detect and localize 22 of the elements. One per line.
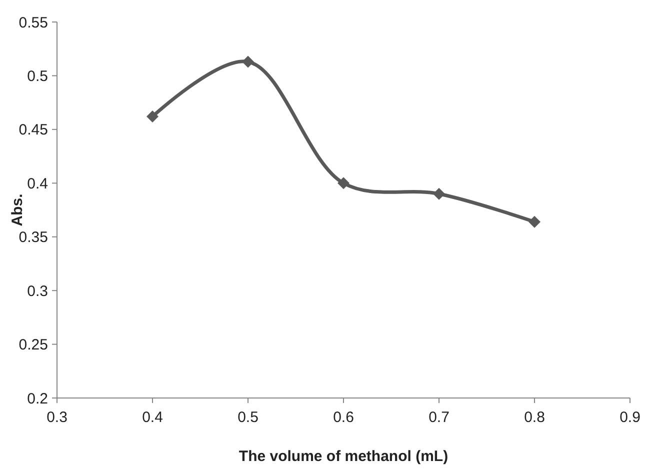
point: [528, 216, 540, 228]
point: [433, 188, 445, 200]
y-tick-label: 0.5: [27, 68, 48, 85]
x-tick-label: 0.8: [524, 409, 545, 426]
y-tick-label: 0.45: [18, 122, 48, 139]
x-tick-label: 0.5: [238, 409, 258, 426]
y-tick-label: 0.35: [18, 229, 48, 246]
y-tick-label: 0.2: [27, 390, 48, 408]
x-tick-label: 0.4: [142, 409, 163, 426]
x-tick-label: 0.3: [46, 409, 68, 426]
x-tick-label: 0.7: [428, 409, 450, 426]
point: [146, 110, 158, 123]
x-axis-title: The volume of methanol (mL): [238, 448, 448, 465]
y-axis-title: Abs.: [9, 194, 26, 226]
point: [242, 56, 254, 68]
y-tick-label: 0.25: [18, 336, 48, 354]
x-tick-label: 0.9: [620, 409, 640, 426]
y-tick-label: 0.55: [18, 14, 48, 32]
y-tick-label: 0.4: [27, 175, 48, 192]
point: [338, 177, 350, 190]
x-tick-label: 0.6: [333, 409, 354, 426]
y-tick-label: 0.3: [27, 282, 48, 300]
